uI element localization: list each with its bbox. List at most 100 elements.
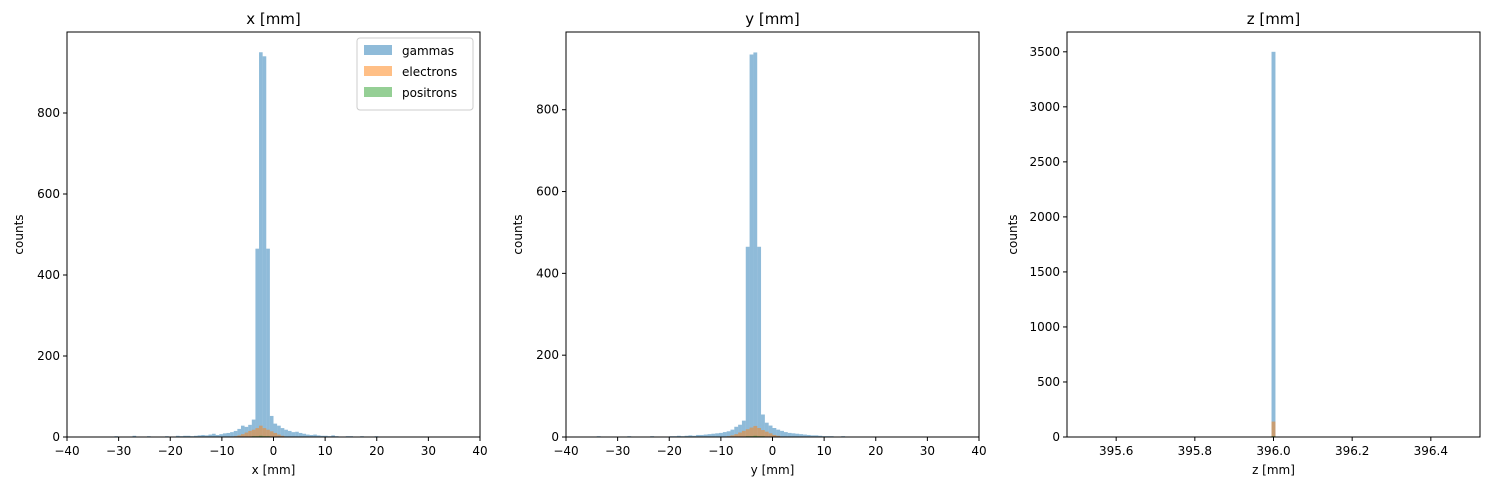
bar-gammas (226, 432, 231, 437)
y-tick-label: 0 (1052, 430, 1060, 444)
bar-electrons (269, 431, 274, 437)
bar-electrons (277, 434, 281, 437)
bar-electrons (764, 431, 769, 437)
y-tick-label: 200 (536, 348, 559, 362)
x-axis-label: y [mm] (751, 463, 795, 477)
bar-gammas (277, 425, 281, 437)
bar-gammas (692, 435, 697, 437)
bar-gammas (132, 435, 137, 437)
y-tick-label: 800 (536, 103, 559, 117)
bar-gammas (197, 435, 202, 437)
bar-electrons (745, 429, 750, 437)
x-tick-label: 396.2 (1335, 444, 1369, 458)
bar-gammas (212, 433, 216, 437)
bar-electrons (741, 430, 746, 437)
bar-positrons (259, 435, 263, 437)
bar-electrons (240, 434, 245, 437)
bar-electrons (244, 432, 249, 437)
bar-gammas (313, 434, 317, 437)
bar-electrons (772, 434, 777, 437)
bar-electrons (749, 427, 754, 437)
bar-gammas (741, 420, 746, 437)
x-tick-label: 20 (369, 444, 384, 458)
bar-gammas (201, 434, 205, 437)
y-tick-label: 0 (551, 430, 559, 444)
y-tick-label: 200 (37, 349, 60, 363)
x-tick-label: −20 (158, 444, 183, 458)
bar-gammas (699, 434, 704, 437)
histogram-bars (585, 52, 895, 437)
y-tick-label: 2500 (1029, 155, 1060, 169)
bar-gammas (799, 434, 804, 437)
bar-gammas (806, 434, 811, 437)
x-tick-label: 10 (317, 444, 332, 458)
bar-gammas (715, 433, 720, 437)
bar-gammas (780, 430, 784, 437)
bar-gammas (761, 414, 765, 437)
bar-electrons (237, 435, 241, 437)
bar-gammas (248, 424, 252, 437)
bar-electrons (266, 429, 270, 437)
bar-gammas (244, 426, 249, 438)
bar-gammas (251, 419, 256, 437)
y-tick-label: 1500 (1029, 265, 1060, 279)
bar-electrons (255, 428, 260, 437)
x-tick-label: −10 (209, 444, 234, 458)
bar-gammas (280, 428, 285, 437)
bar-gammas (233, 430, 238, 437)
bar-gammas (230, 432, 234, 437)
x-tick-label: 395.8 (1178, 444, 1212, 458)
bar-gammas (776, 429, 781, 437)
x-tick-label: 396.4 (1414, 444, 1448, 458)
bar-gammas (772, 428, 777, 437)
bar-gammas (186, 435, 191, 437)
y-tick-label: 800 (37, 106, 60, 120)
legend-swatch-positrons (364, 87, 392, 97)
bar-gammas (745, 246, 750, 437)
bar-gammas (803, 434, 807, 437)
x-tick-label: 40 (472, 444, 487, 458)
legend-swatch-gammas (364, 45, 392, 55)
bar-electrons (730, 435, 735, 437)
axes-frame (565, 31, 980, 438)
chart-title: z [mm] (1247, 10, 1301, 28)
legend-label-positrons: positrons (402, 86, 457, 100)
x-tick-label: −40 (54, 444, 79, 458)
bar-gammas (707, 434, 712, 437)
bar-gammas (298, 432, 303, 437)
bar-gammas (255, 248, 260, 437)
x-tick-label: 20 (868, 444, 883, 458)
x-tick-label: −40 (553, 444, 578, 458)
y-tick-label: 2000 (1029, 210, 1060, 224)
bar-gammas (703, 434, 708, 437)
bar-gammas (306, 434, 310, 437)
bar-gammas (719, 432, 723, 437)
bar-electrons (753, 425, 758, 437)
bar-gammas (273, 423, 278, 437)
bar-gammas (791, 433, 796, 437)
bar-gammas (287, 430, 292, 437)
x-tick-label: 10 (816, 444, 831, 458)
legend: gammas electrons positrons (356, 37, 474, 111)
bar-electrons (776, 435, 781, 437)
bar-gammas (309, 434, 314, 437)
bar-positrons (753, 435, 758, 437)
bar-gammas (215, 434, 220, 437)
x-tick-label: −10 (708, 444, 733, 458)
bar-gammas (676, 435, 681, 437)
y-tick-label: 0 (52, 430, 60, 444)
x-tick-label: 0 (270, 444, 278, 458)
bar-gammas (259, 52, 263, 437)
y-axis-label: counts (511, 214, 525, 254)
y-tick-label: 500 (1037, 375, 1060, 389)
x-tick-label: −20 (657, 444, 682, 458)
bar-gammas (237, 428, 241, 437)
bar-gammas (734, 426, 739, 437)
bar-gammas (194, 435, 198, 437)
bar-electrons (280, 435, 285, 437)
bar-gammas (219, 434, 223, 437)
y-tick-label: 3500 (1029, 45, 1060, 59)
bar-gammas (222, 433, 227, 437)
